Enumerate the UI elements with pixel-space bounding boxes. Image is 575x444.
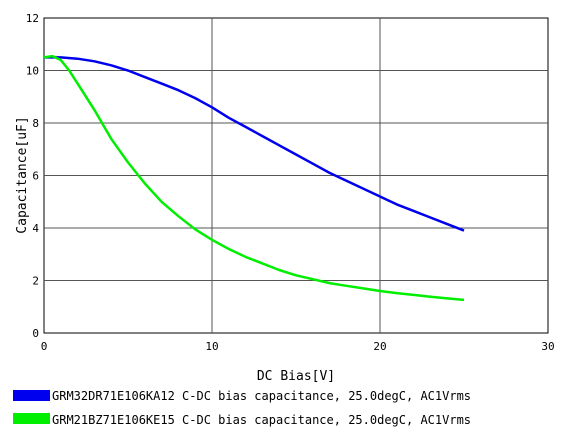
legend-swatch-1 — [13, 413, 50, 424]
grid — [44, 18, 548, 333]
series-lines — [43, 54, 465, 302]
x-tick-label: 0 — [41, 340, 48, 353]
legend: GRM32DR71E106KA12 C-DC bias capacitance,… — [13, 389, 471, 427]
x-tick-label: 30 — [541, 340, 554, 353]
y-tick-label: 8 — [32, 117, 39, 130]
y-tick-label: 4 — [32, 222, 39, 235]
legend-swatch-0 — [13, 390, 50, 401]
y-axis-label: Capacitance[uF] — [15, 116, 30, 233]
y-tick-label: 10 — [26, 65, 39, 78]
y-tick-label: 6 — [32, 170, 39, 183]
x-axis-label: DC Bias[V] — [257, 369, 335, 384]
x-tick-label: 20 — [373, 340, 386, 353]
legend-label-0: GRM32DR71E106KA12 C-DC bias capacitance,… — [52, 389, 471, 403]
legend-label-1: GRM21BZ71E106KE15 C-DC bias capacitance,… — [52, 413, 471, 427]
y-tick-label: 12 — [26, 12, 39, 25]
series-line-0 — [44, 56, 465, 232]
x-tick-label: 10 — [205, 340, 218, 353]
series-line-1 — [43, 54, 465, 302]
y-tick-label: 0 — [32, 327, 39, 340]
tick-labels: 0 10 20 30 0 2 4 6 8 10 12 — [26, 12, 555, 353]
y-tick-label: 2 — [32, 275, 39, 288]
